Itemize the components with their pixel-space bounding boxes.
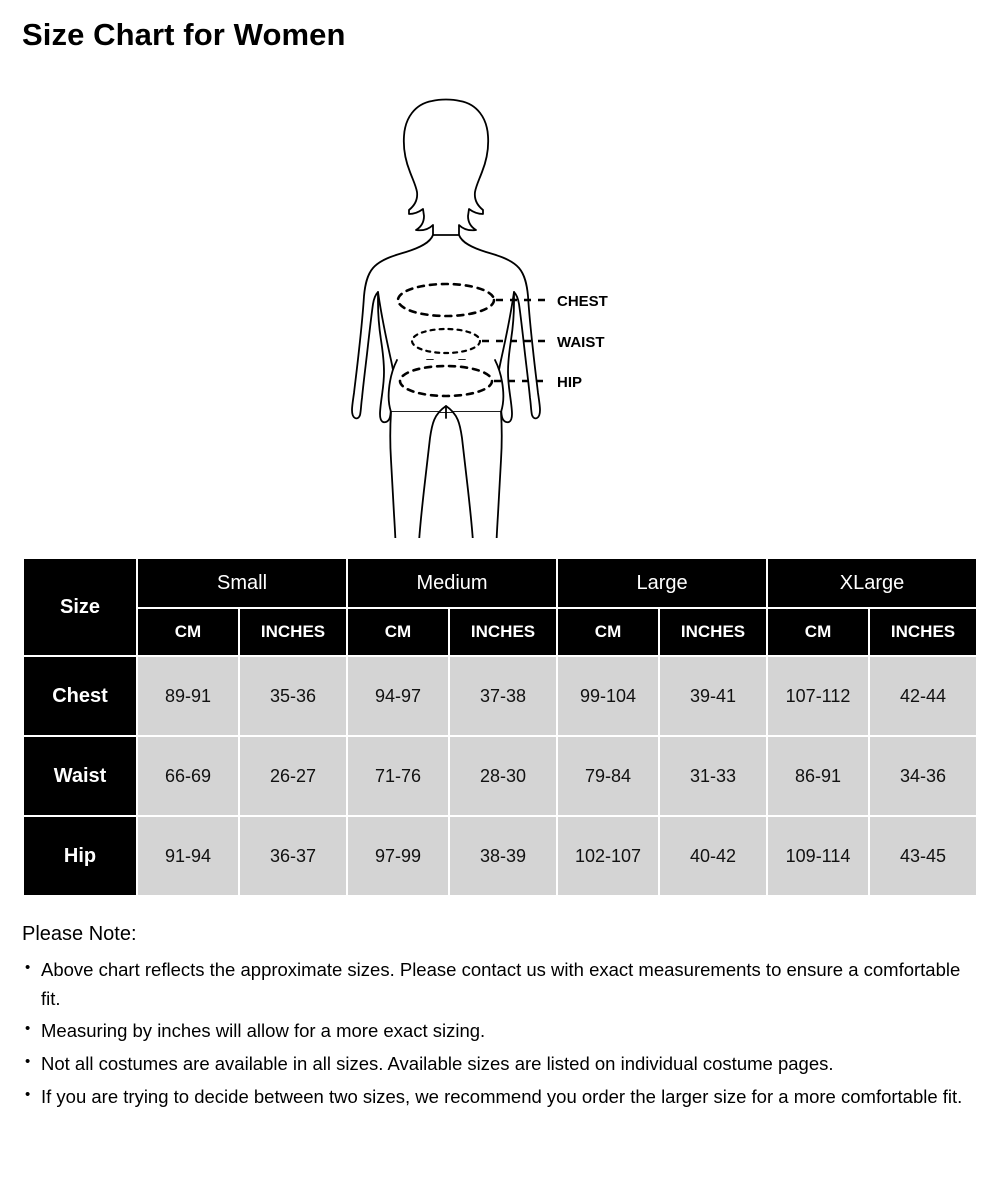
- list-item: • Above chart reflects the approximate s…: [22, 956, 982, 1013]
- bullet-icon: •: [25, 1085, 31, 1103]
- cell-chest-xlarge-inches: 42-44: [870, 657, 977, 735]
- table-header-row-groups: Size Small Medium Large XLarge: [24, 559, 977, 655]
- hip-callout-label: HIP: [557, 374, 582, 391]
- header-unit-xlarge-inches: INCHES: [870, 609, 977, 655]
- bullet-icon: •: [25, 959, 31, 976]
- header-group-medium: Medium: [348, 559, 557, 607]
- bullet-icon: •: [25, 1020, 31, 1038]
- cell-hip-small-inches: 36-37: [240, 817, 347, 895]
- cell-hip-medium-cm: 97-99: [348, 817, 449, 895]
- header-unit-large-cm: CM: [558, 609, 659, 655]
- row-label-chest: Chest: [24, 657, 136, 735]
- header-unit-small-inches: INCHES: [240, 609, 347, 655]
- header-unit-xlarge-cm: CM: [768, 609, 869, 655]
- note-text-2: Measuring by inches will allow for a mor…: [41, 1020, 486, 1042]
- female-body-diagram-svg: CHEST WAIST HIP: [351, 98, 608, 538]
- page-title: Size Chart for Women: [22, 17, 346, 52]
- cell-chest-medium-inches: 37-38: [450, 657, 557, 735]
- cell-chest-xlarge-cm: 107-112: [768, 657, 869, 735]
- cell-chest-small-cm: 89-91: [138, 657, 238, 735]
- size-table: Size Small Medium Large XLarge CM INCHES…: [22, 557, 979, 897]
- chest-ellipse-icon: [396, 282, 496, 318]
- bullet-icon: •: [25, 1053, 31, 1071]
- cell-waist-xlarge-cm: 86-91: [768, 737, 869, 815]
- list-item: • Measuring by inches will allow for a m…: [22, 1017, 982, 1046]
- note-text-3: Not all costumes are available in all si…: [41, 1053, 834, 1075]
- notes-heading: Please Note:: [22, 923, 137, 945]
- header-group-small: Small: [138, 559, 347, 607]
- cell-waist-small-cm: 66-69: [138, 737, 238, 815]
- cell-waist-large-cm: 79-84: [558, 737, 659, 815]
- table-header: Size Small Medium Large XLarge CM INCHES…: [24, 559, 977, 655]
- note-text-1: Above chart reflects the approximate siz…: [41, 959, 961, 1009]
- cell-hip-large-inches: 40-42: [660, 817, 767, 895]
- size-table-container: Size Small Medium Large XLarge CM INCHES…: [22, 557, 979, 897]
- header-group-large: Large: [558, 559, 767, 607]
- header-size-corner: Size: [24, 559, 136, 655]
- table-row: Waist 66-69 26-27 71-76 28-30 79-84 31-3…: [24, 737, 977, 815]
- list-item: • If you are trying to decide between tw…: [22, 1083, 982, 1112]
- leader-lines: [482, 298, 548, 383]
- waist-ellipse-icon: [410, 327, 482, 355]
- header-group-xlarge: XLarge: [768, 559, 977, 607]
- cell-hip-small-cm: 91-94: [138, 817, 238, 895]
- cell-chest-small-inches: 35-36: [240, 657, 347, 735]
- list-item: • Not all costumes are available in all …: [22, 1050, 982, 1079]
- table-row: Chest 89-91 35-36 94-97 37-38 99-104 39-…: [24, 657, 977, 735]
- header-unit-medium-inches: INCHES: [450, 609, 557, 655]
- cell-hip-xlarge-cm: 109-114: [768, 817, 869, 895]
- row-label-waist: Waist: [24, 737, 136, 815]
- table-body: Chest 89-91 35-36 94-97 37-38 99-104 39-…: [24, 657, 977, 895]
- notes-section: Please Note: • Above chart reflects the …: [22, 924, 982, 1115]
- header-unit-small-cm: CM: [138, 609, 238, 655]
- table-header-row-units: CM INCHES CM INCHES CM INCHES CM INCHES: [24, 609, 977, 655]
- cell-waist-large-inches: 31-33: [660, 737, 767, 815]
- cell-hip-medium-inches: 38-39: [450, 817, 557, 895]
- cell-hip-large-cm: 102-107: [558, 817, 659, 895]
- waist-callout-label: WAIST: [557, 334, 605, 351]
- header-unit-large-inches: INCHES: [660, 609, 767, 655]
- cell-waist-small-inches: 26-27: [240, 737, 347, 815]
- table-row: Hip 91-94 36-37 97-99 38-39 102-107 40-4…: [24, 817, 977, 895]
- chest-callout-label: CHEST: [557, 293, 608, 310]
- cell-waist-medium-cm: 71-76: [348, 737, 449, 815]
- cell-waist-medium-inches: 28-30: [450, 737, 557, 815]
- note-text-4: If you are trying to decide between two …: [41, 1085, 963, 1107]
- cell-chest-large-inches: 39-41: [660, 657, 767, 735]
- cell-hip-xlarge-inches: 43-45: [870, 817, 977, 895]
- body-outline-icon: [351, 98, 541, 538]
- header-unit-medium-cm: CM: [348, 609, 449, 655]
- hip-ellipse-icon: [398, 364, 494, 398]
- measurement-figure: CHEST WAIST HIP: [0, 88, 1000, 538]
- measurement-ellipses: [396, 282, 496, 398]
- row-label-hip: Hip: [24, 817, 136, 895]
- cell-waist-xlarge-inches: 34-36: [870, 737, 977, 815]
- cell-chest-medium-cm: 94-97: [348, 657, 449, 735]
- cell-chest-large-cm: 99-104: [558, 657, 659, 735]
